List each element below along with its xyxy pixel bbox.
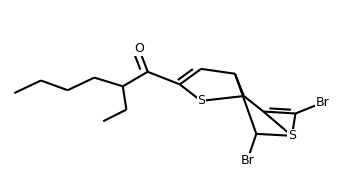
Text: Br: Br xyxy=(315,96,329,109)
Text: Br: Br xyxy=(241,153,254,167)
Text: S: S xyxy=(288,129,296,142)
Text: O: O xyxy=(134,42,144,55)
Text: S: S xyxy=(197,94,205,107)
